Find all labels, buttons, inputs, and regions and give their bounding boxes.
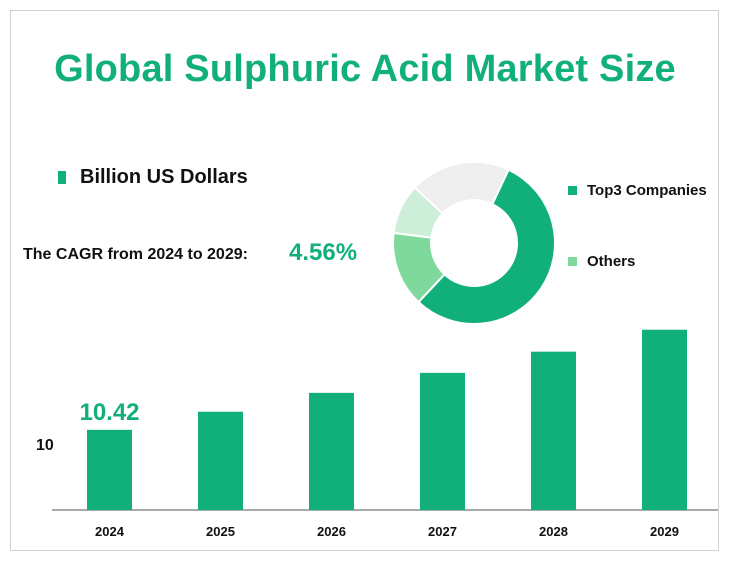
x-tick-label-2028: 2028 [539,524,568,539]
y-tick-label: 10 [36,437,54,454]
donut-legend-item-top3: Top3 Companies [568,182,707,199]
donut-legend-label-top3: Top3 Companies [587,182,707,199]
bar-2026 [309,392,354,510]
donut-legend-swatch-others [568,257,577,266]
unit-legend: Billion US Dollars [58,166,248,189]
bar-2024 [87,429,132,510]
data-label-2024: 10.42 [79,399,139,426]
x-tick-label-2029: 2029 [650,524,679,539]
donut-slice-4 [413,161,510,215]
chart-title: Global Sulphuric Acid Market Size [54,48,676,90]
x-tick-label-2026: 2026 [317,524,346,539]
x-tick-label-2025: 2025 [206,524,235,539]
bar-2029 [642,329,687,510]
donut-legend-label-others: Others [587,253,636,270]
x-tick-label-2027: 2027 [428,524,457,539]
donut-legend-swatch-top3 [568,186,577,195]
cagr-label: The CAGR from 2024 to 2029: [23,246,248,263]
bar-2025 [198,411,243,510]
unit-legend-swatch [58,171,66,184]
x-tick-label-2024: 2024 [95,524,125,539]
donut-legend-item-others: Others [568,253,635,270]
bar-2028 [531,351,576,510]
donut-slice-1 [417,168,556,325]
cagr-value: 4.56% [289,239,358,266]
unit-legend-label: Billion US Dollars [80,166,248,188]
bar-2027 [420,372,465,510]
